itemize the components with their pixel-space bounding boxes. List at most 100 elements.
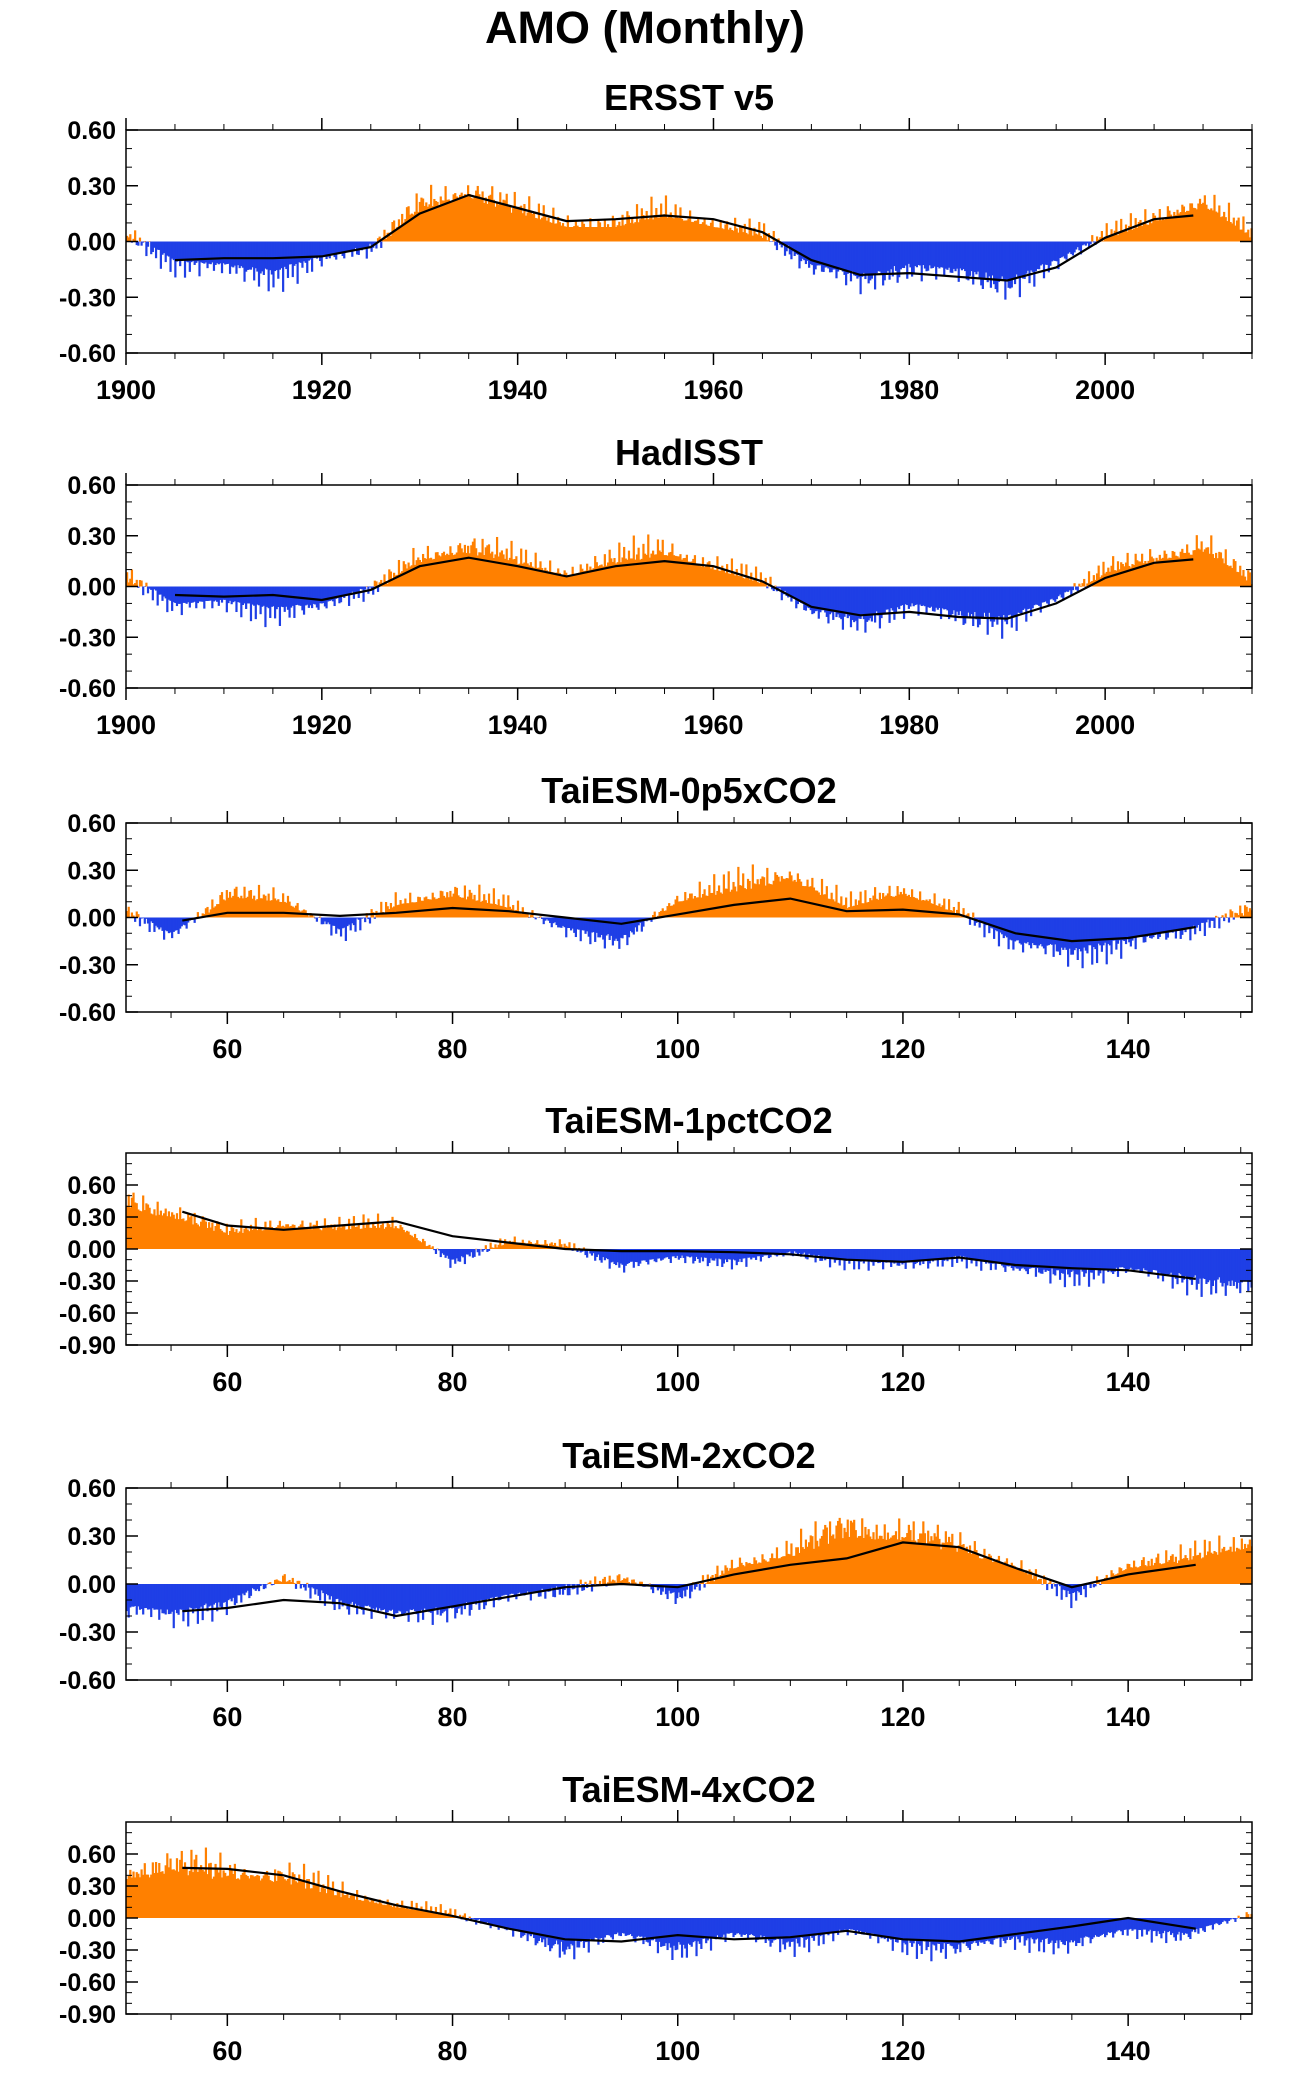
anomaly-bar <box>357 1900 360 1918</box>
anomaly-bar <box>402 1905 405 1918</box>
anomaly-bar <box>791 1555 795 1584</box>
anomaly-bar <box>981 241 984 289</box>
anomaly-bar <box>1128 1249 1131 1270</box>
anomaly-bar <box>291 906 294 918</box>
anomaly-bars <box>126 864 1253 969</box>
anomaly-bar <box>302 241 306 262</box>
anomaly-bar <box>154 917 158 926</box>
anomaly-bar <box>1030 1249 1033 1269</box>
anomaly-bar <box>294 241 298 264</box>
anomaly-bar <box>883 1524 886 1584</box>
anomaly-bar <box>1229 1918 1232 1920</box>
anomaly-bar <box>951 241 954 273</box>
anomaly-bar <box>740 1918 743 1937</box>
anomaly-bar <box>1152 1918 1155 1932</box>
anomaly-bar <box>1245 232 1248 242</box>
anomaly-bar <box>1243 232 1247 242</box>
anomaly-bar <box>317 917 320 918</box>
anomaly-bar <box>1023 917 1026 943</box>
anomaly-bar <box>367 241 370 248</box>
anomaly-bar <box>163 241 166 254</box>
anomaly-bar <box>627 1249 631 1264</box>
anomaly-bar <box>1013 241 1017 285</box>
anomaly-bar <box>518 563 521 587</box>
y-tick-label: 0.00 <box>67 1236 116 1264</box>
anomaly-bar <box>1178 917 1181 931</box>
anomaly-bar <box>1131 1249 1134 1270</box>
anomaly-bar <box>679 1918 682 1945</box>
anomaly-bar <box>502 894 505 918</box>
anomaly-bar <box>1149 549 1152 587</box>
anomaly-bar <box>251 898 254 918</box>
anomaly-bar <box>187 241 190 263</box>
anomaly-bar <box>584 1581 587 1584</box>
anomaly-bar <box>906 1918 909 1956</box>
anomaly-bar <box>203 1218 206 1249</box>
anomaly-bar <box>376 1584 380 1612</box>
anomaly-bar <box>132 1871 135 1918</box>
anomaly-bar <box>328 917 331 925</box>
anomaly-bar <box>529 210 532 242</box>
anomaly-bar <box>804 586 808 611</box>
anomaly-bar <box>1178 213 1181 242</box>
anomaly-bar <box>492 1584 495 1608</box>
anomaly-bar <box>1240 1249 1243 1283</box>
anomaly-bar <box>1152 213 1155 242</box>
anomaly-bar <box>537 1584 540 1597</box>
anomaly-bar <box>336 1889 339 1918</box>
anomaly-bar <box>854 1249 857 1261</box>
anomaly-bar <box>669 1584 672 1594</box>
anomaly-bar <box>1208 1541 1211 1584</box>
anomaly-bar <box>219 1229 222 1249</box>
anomaly-bar <box>370 1899 373 1918</box>
anomaly-bar <box>415 902 418 918</box>
anomaly-bar <box>981 917 984 922</box>
anomaly-bar <box>1087 1584 1091 1585</box>
anomaly-bar <box>523 912 526 918</box>
anomaly-bar <box>660 1918 663 1947</box>
anomaly-bar <box>701 1249 705 1262</box>
anomaly-bar <box>434 201 438 242</box>
anomaly-bar <box>1187 552 1190 587</box>
anomaly-bar <box>983 241 986 280</box>
anomaly-bar <box>920 1533 923 1584</box>
anomaly-bar <box>1178 1918 1181 1932</box>
anomaly-bar <box>1073 583 1076 587</box>
anomaly-bar <box>467 545 470 587</box>
anomaly-bar <box>1052 586 1055 601</box>
anomaly-bar <box>697 219 700 242</box>
anomaly-bar <box>1089 1584 1092 1589</box>
anomaly-bar <box>878 1918 882 1936</box>
anomaly-bar <box>380 1903 383 1918</box>
anomaly-bar <box>615 563 618 587</box>
anomaly-bar <box>381 1223 384 1249</box>
anomaly-bar <box>351 917 354 924</box>
anomaly-bar <box>624 917 627 935</box>
anomaly-bar <box>717 570 721 587</box>
anomaly-bar <box>639 1581 642 1584</box>
anomaly-bar <box>671 543 674 587</box>
anomaly-bar <box>931 586 935 612</box>
anomaly-bar <box>719 1249 722 1260</box>
anomaly-bar <box>454 886 457 918</box>
anomaly-bar <box>351 1584 354 1602</box>
anomaly-bar <box>230 1225 233 1249</box>
anomaly-bar <box>714 1918 717 1940</box>
anomaly-bar <box>613 1580 616 1584</box>
anomaly-bar <box>931 1918 935 1945</box>
anomaly-bar <box>188 1870 191 1918</box>
anomaly-bar <box>259 586 262 615</box>
anomaly-bar <box>286 1878 290 1918</box>
anomaly-bar <box>981 1918 984 1943</box>
anomaly-bar <box>224 1584 227 1602</box>
anomaly-bar <box>1054 586 1057 602</box>
anomaly-bar <box>195 1584 198 1609</box>
anomaly-bar <box>1226 1249 1229 1286</box>
anomaly-bar <box>236 1878 240 1918</box>
anomaly-bar <box>304 1228 307 1249</box>
anomaly-bar <box>1195 209 1198 242</box>
anomaly-bar <box>320 1230 323 1249</box>
anomaly-bar <box>325 241 328 260</box>
anomaly-bar <box>151 586 154 601</box>
anomaly-bar <box>1067 241 1070 254</box>
